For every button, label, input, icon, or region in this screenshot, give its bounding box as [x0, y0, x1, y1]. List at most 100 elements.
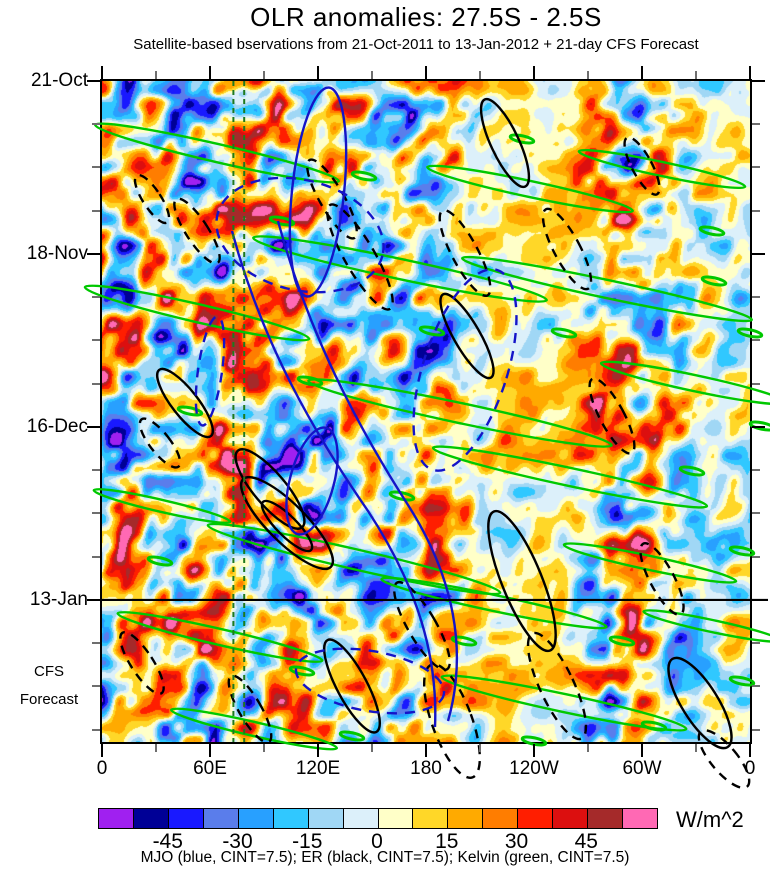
- kelvin-wave-contour: [380, 576, 608, 630]
- kelvin-wave-contour-small: [698, 225, 726, 237]
- y-tick: [92, 123, 100, 126]
- x-tick: [155, 71, 157, 79]
- er-wave-contour: [623, 136, 661, 196]
- x-tick: [533, 66, 535, 79]
- kelvin-wave-contour-small: [678, 465, 706, 477]
- er-wave-contour: [119, 631, 165, 695]
- y-tick: [752, 598, 765, 601]
- x-tick: [425, 744, 427, 757]
- kelvin-wave-contour-small: [388, 490, 416, 502]
- colorbar-tick-label: -15: [292, 830, 323, 853]
- y-tick: [752, 685, 760, 688]
- x-tick: [749, 744, 751, 757]
- kelvin-wave-contour-small: [146, 555, 174, 567]
- x-tick: [425, 66, 427, 79]
- kelvin-wave-contour: [440, 674, 688, 732]
- y-tick: [92, 555, 100, 558]
- colorbar-cell: [132, 809, 168, 828]
- er-wave-contour: [234, 448, 306, 530]
- olr-anomaly-heatmap: [102, 81, 750, 742]
- mjo-contour: [230, 230, 437, 728]
- x-tick: [371, 71, 373, 79]
- er-wave-contour: [588, 377, 636, 455]
- x-tick: [371, 744, 373, 752]
- kelvin-wave-contour-small: [736, 327, 764, 339]
- kelvin-wave-contour: [92, 488, 232, 524]
- y-tick: [92, 209, 100, 212]
- y-tick: [92, 296, 100, 299]
- kelvin-wave-contour: [169, 707, 339, 751]
- y-tick: [92, 382, 100, 385]
- colorbar-cell: [202, 809, 238, 828]
- y-tick: [752, 728, 760, 731]
- er-wave-contour: [479, 97, 531, 189]
- colorbar-cell: [552, 809, 588, 828]
- kelvin-wave-contour-small: [700, 275, 728, 287]
- kelvin-wave-contour: [116, 610, 324, 664]
- er-wave-contour: [639, 542, 685, 616]
- kelvin-wave-contour-small: [418, 325, 446, 337]
- kelvin-wave-contour-small: [288, 665, 316, 677]
- x-tick: [101, 744, 103, 757]
- kelvin-wave-contour-small: [608, 635, 636, 647]
- colorbar-cell: [447, 809, 483, 828]
- er-wave-contour: [260, 499, 314, 553]
- colorbar-cell: [237, 809, 273, 828]
- x-axis-label: 180: [410, 758, 442, 779]
- cfs-forecast-label-line2: Forecast: [19, 691, 79, 708]
- x-tick: [641, 744, 643, 757]
- colorbar-tick-label: 45: [574, 830, 598, 853]
- mjo-contour: [194, 315, 226, 427]
- er-wave-contour: [487, 509, 557, 653]
- y-tick: [752, 555, 760, 558]
- er-wave-contour: [326, 203, 394, 311]
- colorbar-cell: [272, 809, 308, 828]
- chart-subtitle: Satellite-based bservations from 21-Oct-…: [133, 36, 699, 53]
- colorbar-cell: [307, 809, 343, 828]
- x-tick: [155, 744, 157, 752]
- chart-title: OLR anomalies: 27.5S - 2.5S: [250, 2, 602, 32]
- y-tick: [92, 512, 100, 515]
- kelvin-wave-contour-small: [450, 635, 478, 647]
- x-tick: [641, 66, 643, 79]
- x-tick: [209, 744, 211, 757]
- kelvin-wave-contour: [307, 378, 613, 448]
- kelvin-wave-contour-small: [728, 675, 756, 687]
- er-wave-contour: [438, 208, 492, 298]
- kelvin-wave-contour: [252, 235, 548, 303]
- kelvin-wave-contour: [83, 284, 311, 342]
- kelvin-wave-contour: [426, 164, 634, 214]
- colorbar-tick-label: 30: [504, 830, 529, 853]
- y-tick: [92, 166, 100, 169]
- y-tick: [87, 425, 100, 428]
- y-tick: [92, 339, 100, 342]
- plot-area: [83, 79, 770, 790]
- y-tick: [752, 642, 760, 645]
- colorbar-tick-label: 15: [435, 830, 459, 853]
- cfs-forecast-label-line1: CFS: [34, 663, 64, 680]
- er-wave-contour: [173, 197, 221, 265]
- y-tick: [92, 728, 100, 731]
- x-tick: [101, 66, 103, 79]
- x-tick: [317, 66, 319, 79]
- y-tick: [752, 166, 760, 169]
- kelvin-wave-contour: [461, 255, 753, 323]
- wave-contour-overlay: [83, 81, 770, 790]
- er-wave-contour: [393, 580, 451, 672]
- x-axis-label: 60W: [622, 758, 662, 779]
- er-wave-contour: [138, 417, 182, 469]
- y-tick: [752, 382, 760, 385]
- y-axis-label: 21-Oct: [30, 70, 88, 91]
- er-wave-contour: [526, 631, 588, 741]
- mjo-contour: [285, 426, 339, 536]
- kelvin-wave-contour-small: [728, 545, 756, 557]
- kelvin-wave-contour-small: [640, 720, 668, 732]
- x-tick: [587, 744, 589, 752]
- colorbar-cell: [622, 809, 657, 828]
- kelvin-wave-contour-small: [550, 327, 578, 339]
- x-tick: [533, 744, 535, 757]
- y-tick: [752, 80, 765, 82]
- colorbar-cell: [167, 809, 203, 828]
- er-wave-contour: [227, 674, 273, 744]
